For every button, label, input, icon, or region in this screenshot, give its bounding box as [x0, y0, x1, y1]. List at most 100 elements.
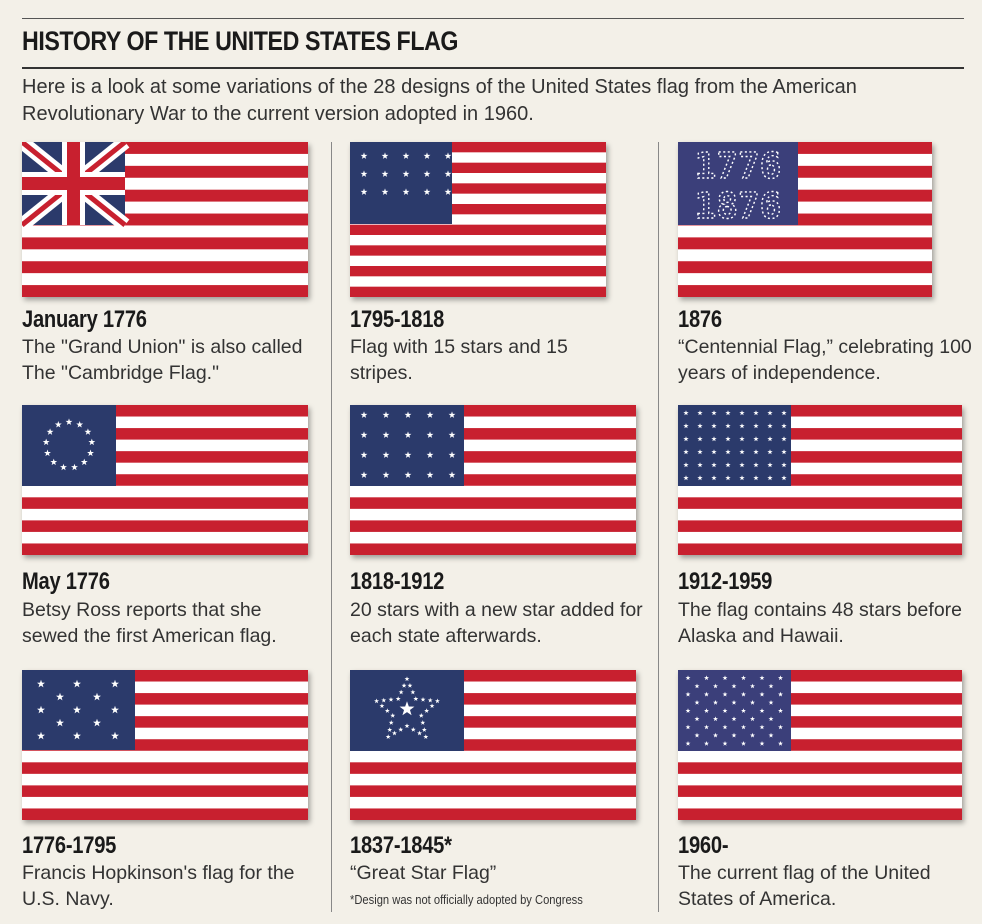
star-icon [76, 421, 84, 428]
star-icon [385, 734, 391, 739]
star-icon [778, 741, 783, 746]
star-icon [731, 732, 737, 738]
star-icon [713, 683, 718, 689]
flag-year-label: 1960- [678, 832, 729, 859]
star-icon [683, 410, 689, 416]
star-icon [697, 423, 703, 429]
flag-year-label: 1837-1845* [350, 832, 452, 859]
fifteen-star-flag-image [350, 142, 606, 297]
star-icon [731, 700, 737, 705]
flag-stripes [350, 405, 636, 555]
star-icon [767, 436, 773, 442]
star-icon [683, 436, 689, 442]
star-icon [711, 462, 717, 468]
star-icon [360, 451, 368, 458]
star-icon [750, 683, 755, 689]
star-icon [56, 692, 64, 701]
star-icon [713, 700, 718, 705]
star-icon [87, 449, 94, 457]
star-group [42, 418, 96, 471]
star-icon [111, 679, 119, 688]
hopkinson-flag-image [22, 670, 308, 820]
star-icon [778, 691, 783, 697]
star-icon [50, 458, 58, 466]
star-icon [739, 436, 745, 442]
star-icon [444, 170, 452, 177]
star-icon [753, 423, 759, 429]
star-icon [73, 705, 81, 714]
star-icon [111, 731, 119, 740]
star-icon [448, 431, 456, 438]
star-icon [434, 698, 440, 704]
star-icon [404, 471, 412, 478]
star-icon [685, 675, 691, 681]
star-icon [722, 741, 728, 746]
star-icon [694, 732, 700, 738]
star-icon [381, 152, 389, 159]
star-icon [427, 697, 433, 703]
star-icon [725, 436, 731, 442]
forty-eight-star-flag-image [678, 405, 962, 555]
star-icon [781, 449, 787, 455]
flag-description: The "Grand Union" is also called The "Ca… [22, 336, 303, 384]
flag-description: Betsy Ross reports that she sewed the fi… [22, 599, 277, 647]
star-icon [704, 691, 709, 697]
flag-year-label: May 1776 [22, 568, 110, 595]
star-icon [426, 471, 434, 478]
star-icon [725, 475, 731, 481]
star-icon [683, 475, 689, 481]
star-icon [722, 675, 728, 681]
grand-union-flag-image [22, 142, 308, 297]
star-icon [741, 675, 746, 681]
star-icon [778, 708, 783, 713]
centennial-year-1876: 1876 [695, 186, 782, 227]
star-icon [741, 741, 746, 746]
star-icon [111, 705, 119, 714]
flag-description: Flag with 15 stars and 15 stripes. [350, 336, 568, 384]
star-icon [741, 708, 746, 713]
star-icon [381, 697, 387, 703]
star-icon [402, 188, 410, 195]
star-icon [759, 741, 765, 746]
flag-description: Francis Hopkinson's flag for the U.S. Na… [22, 862, 295, 910]
star-icon [711, 449, 717, 455]
flag-year-label: 1876 [678, 306, 722, 333]
column-divider-right [658, 142, 659, 912]
star-icon [759, 724, 765, 730]
star-group [360, 411, 456, 478]
star-icon [448, 471, 456, 478]
fifty-star-flag-image [678, 670, 962, 820]
star-icon [753, 475, 759, 481]
centennial-flag-image: 1776 1876 [678, 142, 932, 297]
footnote: *Design was not officially adopted by Co… [350, 892, 583, 907]
star-icon [37, 705, 45, 714]
flag-stripes [22, 670, 308, 820]
star-icon [360, 188, 368, 195]
star-icon [781, 462, 787, 468]
star-icon [713, 732, 718, 738]
great-star-flag-image [350, 670, 636, 820]
star-icon [768, 700, 774, 705]
star-icon [401, 683, 407, 688]
star-icon [93, 718, 101, 727]
star-icon [84, 428, 92, 435]
star-icon [711, 410, 717, 416]
star-icon [750, 716, 755, 722]
flag-year-label: January 1776 [22, 306, 147, 333]
star-icon [374, 698, 380, 704]
star-icon [71, 463, 78, 471]
union-jack-canton [22, 142, 130, 231]
star-icon [54, 421, 62, 428]
star-icon [360, 411, 368, 418]
star-icon [360, 170, 368, 177]
flag-stripes [350, 670, 636, 820]
star-icon [360, 431, 368, 438]
star-icon [753, 449, 759, 455]
star-icon [711, 475, 717, 481]
star-icon [404, 411, 412, 418]
star-icon [739, 423, 745, 429]
star-icon [423, 188, 431, 195]
page-title: HISTORY OF THE UNITED STATES FLAG [22, 26, 459, 56]
star-icon [60, 463, 67, 471]
star-icon [683, 462, 689, 468]
